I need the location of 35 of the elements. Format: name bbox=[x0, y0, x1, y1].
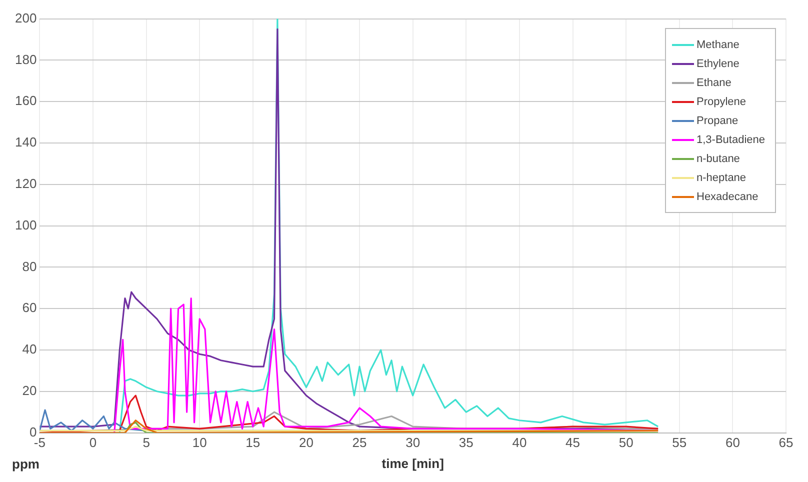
y-tick-label: 60 bbox=[22, 300, 37, 316]
x-tick-label: 10 bbox=[192, 435, 207, 450]
y-tick-label: 180 bbox=[14, 52, 37, 67]
x-tick-label: 15 bbox=[246, 435, 260, 450]
legend-label: n-heptane bbox=[696, 172, 746, 184]
y-tick-label: 100 bbox=[14, 217, 37, 232]
x-tick-label: 60 bbox=[725, 435, 740, 450]
x-tick-label: 55 bbox=[672, 435, 687, 450]
x-axis-title: time [min] bbox=[382, 456, 444, 471]
y-tick-label: 40 bbox=[22, 342, 37, 357]
x-tick-label: 5 bbox=[142, 435, 150, 450]
y-tick-label: 200 bbox=[14, 10, 37, 26]
legend-label: n-butane bbox=[696, 152, 740, 164]
x-tick-label: 25 bbox=[352, 435, 367, 450]
legend-label: Propane bbox=[696, 114, 738, 126]
y-tick-label: 140 bbox=[14, 134, 37, 150]
x-tick-label: 65 bbox=[778, 435, 794, 450]
legend-label: Hexadecane bbox=[696, 190, 758, 202]
legend-label: Ethane bbox=[696, 76, 732, 88]
x-tick-label: 30 bbox=[406, 435, 420, 450]
x-tick-label: 40 bbox=[512, 435, 527, 450]
y-tick-label: 160 bbox=[14, 93, 37, 108]
x-tick-label: 50 bbox=[618, 435, 634, 450]
x-tick-label: 0 bbox=[89, 435, 97, 450]
legend-label: Propylene bbox=[696, 96, 746, 108]
y-axis-title: ppm bbox=[12, 456, 40, 472]
x-tick-label: 20 bbox=[298, 435, 314, 450]
y-tick-label: 120 bbox=[14, 176, 37, 191]
y-tick-label: 20 bbox=[22, 382, 37, 398]
x-tick-label: 45 bbox=[566, 435, 580, 450]
legend-label: Ethylene bbox=[696, 58, 740, 70]
legend-label: Methane bbox=[696, 38, 740, 50]
legend-label: 1,3-Butadiene bbox=[696, 134, 765, 146]
y-tick-label: 80 bbox=[22, 258, 37, 274]
x-tick-label: 35 bbox=[458, 435, 474, 450]
